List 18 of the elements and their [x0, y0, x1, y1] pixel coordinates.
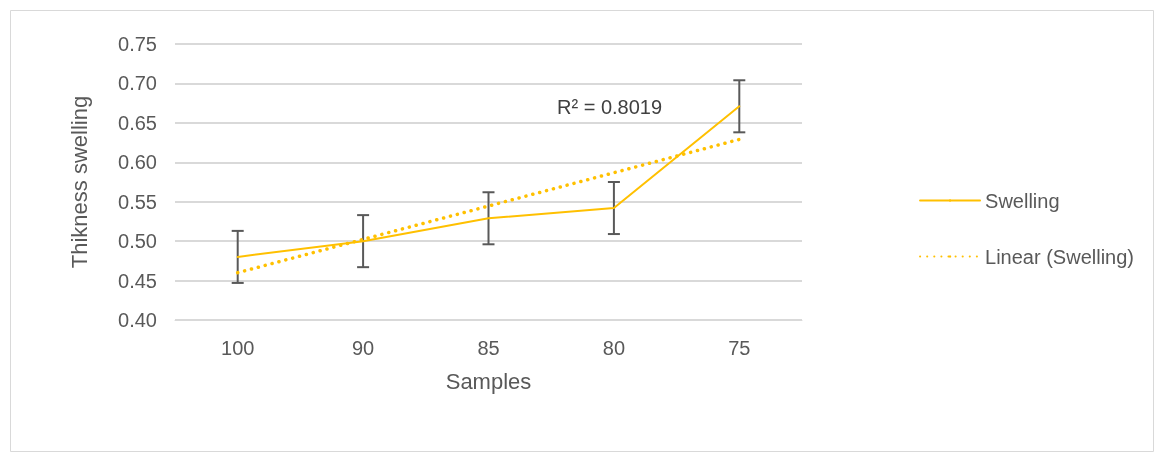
y-tick-label: 0.60 [118, 151, 157, 174]
y-axis-title: Thikness swelling [66, 95, 92, 269]
x-tick-label: 85 [477, 337, 500, 359]
y-tick-label: 0.65 [118, 111, 157, 134]
x-tick-label: 75 [728, 337, 751, 359]
x-tick-label: 80 [602, 337, 626, 359]
x-tick-label: 100 [221, 337, 255, 359]
y-tick-label: 0.50 [118, 230, 157, 253]
legend-label: Linear (Swelling) [985, 245, 1135, 268]
y-tick-label: 0.55 [118, 190, 157, 213]
x-axis-title: Samples [445, 368, 532, 394]
y-tick-label: 0.40 [118, 309, 157, 331]
x-tick-label: 90 [351, 337, 375, 359]
y-tick-label: 0.75 [118, 33, 157, 55]
annotation: R² = 0.8019 [557, 96, 663, 118]
legend-label: Swelling [985, 189, 1060, 212]
y-tick-label: 0.70 [118, 72, 157, 95]
y-tick-label: 0.45 [118, 269, 157, 292]
